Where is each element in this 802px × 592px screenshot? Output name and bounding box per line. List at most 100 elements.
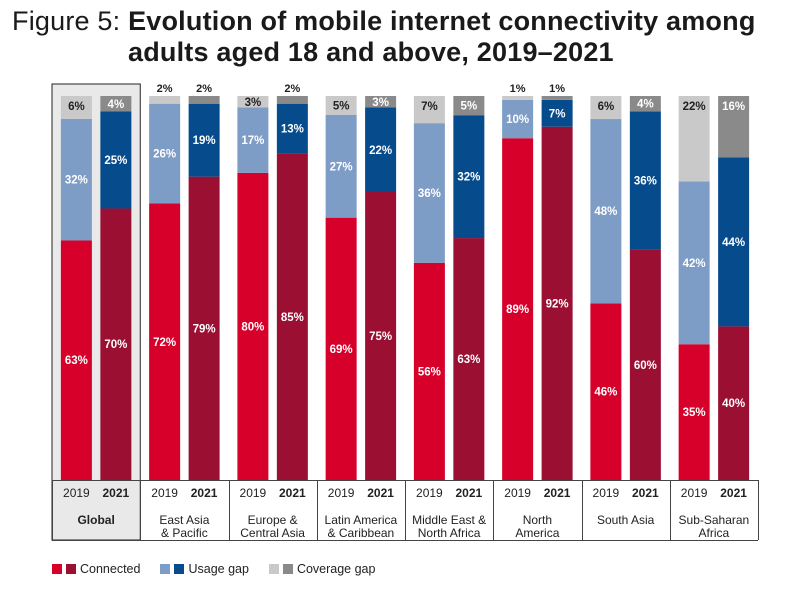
data-label: 36% — [634, 175, 657, 187]
bar-segment-coverage-gap — [149, 96, 181, 104]
bar-segment-connected — [678, 344, 710, 480]
data-label: 5% — [461, 101, 478, 113]
data-label: 63% — [65, 355, 88, 367]
data-label: 46% — [594, 387, 617, 399]
bar-segment-usage-gap — [678, 181, 710, 345]
year-tick-label: 2019 — [504, 486, 531, 500]
bar-segment-coverage-gap — [718, 96, 750, 158]
data-label: 16% — [722, 101, 745, 113]
category-label: & Pacific — [161, 526, 208, 540]
category-label: East Asia — [159, 513, 209, 527]
data-label: 2% — [284, 83, 300, 95]
year-tick-label: 2019 — [151, 486, 178, 500]
data-label: 69% — [330, 344, 353, 356]
data-label: 13% — [281, 124, 304, 136]
legend-item-coverage-gap: Coverage gap — [268, 562, 375, 576]
bar-segment-coverage-gap — [413, 96, 445, 124]
bar-segment-connected — [413, 262, 445, 480]
legend-label: Usage gap — [188, 562, 249, 576]
data-label: 32% — [65, 175, 88, 187]
data-label: 75% — [369, 331, 392, 343]
data-label: 80% — [241, 321, 264, 333]
bar-segment-connected — [149, 203, 181, 480]
bar-segment-usage-gap — [188, 103, 220, 177]
bar-segment-coverage-gap — [365, 96, 397, 108]
data-label: 19% — [193, 135, 216, 147]
category-label: Global — [77, 513, 114, 527]
bar-segment-connected — [100, 208, 132, 480]
title-line-1: Evolution of mobile internet connectivit… — [128, 6, 756, 36]
legend: Connected Usage gap Coverage gap — [52, 562, 375, 576]
bar-segment-connected — [325, 217, 357, 480]
category-label: Africa — [699, 526, 730, 540]
bar-segment-usage-gap — [629, 111, 661, 250]
data-label: 44% — [722, 237, 745, 249]
bar-segment-usage-gap — [718, 157, 750, 327]
data-label: 89% — [506, 304, 529, 316]
year-tick-label: 2021 — [456, 486, 483, 500]
legend-swatch-2019 — [268, 564, 279, 574]
bar-segment-usage-gap — [453, 115, 485, 239]
bar-segment-coverage-gap — [100, 96, 132, 112]
legend-swatch-2021 — [66, 564, 76, 574]
year-tick-label: 2019 — [328, 486, 355, 500]
bar-segment-connected — [590, 303, 622, 480]
data-label: 48% — [594, 206, 617, 218]
bar-segment-usage-gap — [541, 99, 573, 127]
bar-segment-usage-gap — [237, 107, 269, 173]
bar-segment-connected — [541, 126, 573, 480]
bar-segment-usage-gap — [60, 118, 92, 241]
data-label: 25% — [104, 155, 127, 167]
bar-segment-connected — [453, 238, 485, 480]
year-tick-label: 2019 — [63, 486, 90, 500]
data-label: 2% — [157, 83, 173, 95]
stacked-bar-chart: 63% 32% 6% 2019 70% 25% 4% 2021 Global 72% 26% 2% 20… — [51, 83, 759, 541]
data-label: 1% — [549, 83, 565, 95]
legend-swatch-2021 — [282, 564, 293, 574]
bar-segment-coverage-gap — [541, 96, 573, 100]
data-label: 10% — [506, 114, 529, 126]
category-label: South Asia — [597, 513, 655, 527]
data-label: 72% — [153, 337, 176, 349]
category-label: Middle East & — [412, 513, 486, 527]
legend-swatch-2019 — [160, 564, 171, 574]
year-tick-label: 2019 — [240, 486, 267, 500]
data-label: 56% — [418, 366, 441, 378]
data-label: 32% — [457, 172, 480, 184]
bar-segment-connected — [237, 172, 269, 481]
data-label: 36% — [418, 188, 441, 200]
year-tick-label: 2019 — [593, 486, 620, 500]
figure-number: Figure 5: — [12, 6, 121, 36]
data-label: 35% — [683, 407, 706, 419]
legend-item-connected: Connected — [52, 562, 140, 576]
data-label: 22% — [369, 145, 392, 157]
data-label: 2% — [196, 83, 212, 95]
chart-title: Figure 5: Evolution of mobile internet c… — [12, 6, 792, 68]
data-label: 7% — [421, 101, 438, 113]
bar-segment-coverage-gap — [453, 96, 485, 116]
category-label: America — [515, 526, 559, 540]
year-tick-label: 2021 — [544, 486, 571, 500]
legend-swatch-2019 — [52, 564, 62, 574]
category-label: North — [523, 513, 552, 527]
data-label: 4% — [108, 99, 125, 111]
data-label: 1% — [510, 83, 526, 95]
bar-segment-connected — [365, 192, 397, 480]
data-label: 42% — [683, 258, 706, 270]
data-label: 26% — [153, 149, 176, 161]
bar-segment-coverage-gap — [502, 96, 534, 100]
data-label: 85% — [281, 312, 304, 324]
bar-segment-connected — [276, 153, 308, 480]
year-tick-label: 2019 — [681, 486, 708, 500]
data-label: 7% — [549, 108, 566, 120]
year-tick-label: 2019 — [416, 486, 443, 500]
bar-segment-usage-gap — [365, 107, 397, 192]
data-label: 70% — [104, 339, 127, 351]
data-label: 5% — [333, 101, 350, 113]
legend-item-usage-gap: Usage gap — [160, 562, 249, 576]
year-tick-label: 2021 — [279, 486, 306, 500]
legend-swatch-2021 — [174, 564, 185, 574]
bar-segment-coverage-gap — [678, 96, 710, 182]
legend-label: Connected — [80, 562, 141, 576]
year-tick-label: 2021 — [632, 486, 659, 500]
